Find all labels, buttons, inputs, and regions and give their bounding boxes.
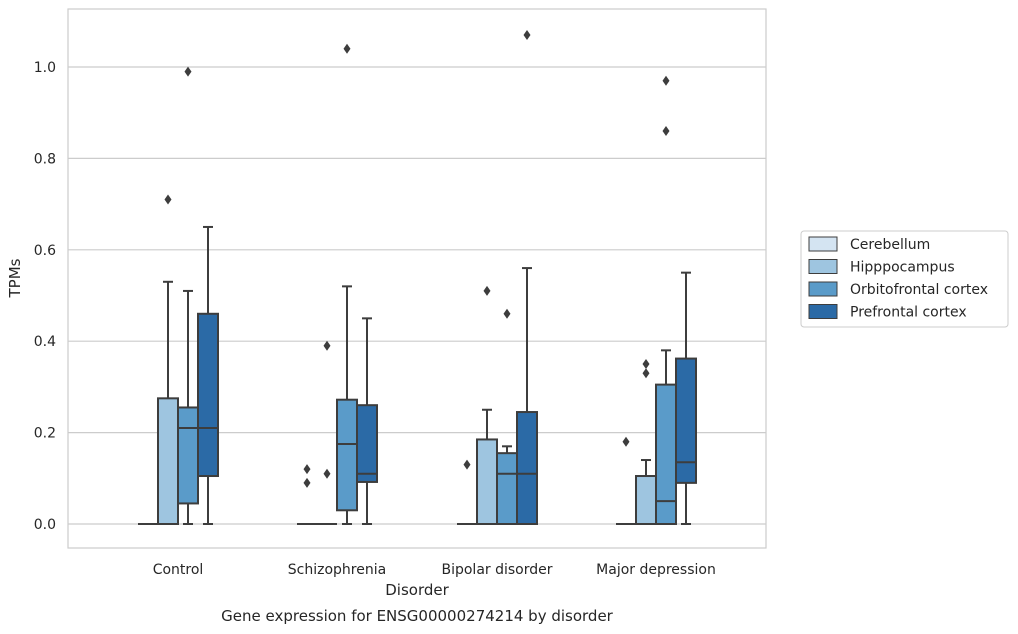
box-iqr xyxy=(197,312,219,478)
box-hipppocampus xyxy=(476,285,498,525)
outlier-point xyxy=(622,436,630,447)
box-hipppocampus xyxy=(317,340,337,525)
legend-swatch xyxy=(808,259,838,274)
y-tick-label: 0.2 xyxy=(34,426,56,442)
box-cerebellum xyxy=(616,436,636,525)
outlier-point xyxy=(662,75,670,86)
box-iqr xyxy=(635,475,657,526)
legend-swatch xyxy=(808,304,838,319)
outlier-point xyxy=(184,66,192,77)
box-prefrontal-cortex xyxy=(197,225,219,525)
y-axis-label: TPMs xyxy=(6,258,24,298)
legend-label: Hipppocampus xyxy=(850,260,955,276)
outlier-point xyxy=(323,468,331,479)
x-axis-label: Disorder xyxy=(385,581,449,599)
outlier-point xyxy=(523,30,531,41)
box-iqr xyxy=(356,404,378,483)
outlier-point xyxy=(343,43,351,54)
outlier-point xyxy=(303,477,311,488)
box-hipppocampus xyxy=(635,359,657,526)
x-tick-label: Bipolar disorder xyxy=(441,562,552,578)
box-cerebellum xyxy=(457,459,477,525)
outlier-point xyxy=(303,464,311,475)
legend-frame xyxy=(800,230,1009,328)
plot-frame xyxy=(67,8,767,549)
outlier-point xyxy=(463,459,471,470)
y-tick-label: 1.0 xyxy=(34,60,56,76)
legend-swatch xyxy=(808,236,838,252)
box-prefrontal-cortex xyxy=(356,317,378,525)
box-prefrontal-cortex xyxy=(675,271,697,525)
box-orbitofrontal-cortex xyxy=(336,43,358,525)
outlier-point xyxy=(483,285,491,296)
y-tick-label: 0.6 xyxy=(34,243,56,259)
box-iqr xyxy=(655,383,677,525)
box-iqr xyxy=(177,406,199,505)
box-prefrontal-cortex xyxy=(516,30,538,525)
outlier-point xyxy=(503,308,511,319)
outlier-point xyxy=(642,368,650,379)
box-orbitofrontal-cortex xyxy=(177,66,199,525)
legend-label: Orbitofrontal cortex xyxy=(850,282,988,298)
legend-label: Cerebellum xyxy=(850,237,930,253)
box-marks xyxy=(138,30,697,526)
y-tick-label: 0.4 xyxy=(34,334,56,350)
x-tick-label: Major depression xyxy=(596,562,716,578)
box-iqr xyxy=(336,398,358,512)
outlier-point xyxy=(662,125,670,136)
x-tick-labels: Control Schizophrenia Bipolar disorder Majo… xyxy=(153,562,716,578)
box-iqr xyxy=(476,438,498,525)
legend-label: Prefrontal cortex xyxy=(850,305,967,321)
box-iqr xyxy=(516,411,538,525)
x-tick-label: Schizophrenia xyxy=(288,562,386,578)
box-iqr xyxy=(157,397,179,526)
legend: Cerebellum Hipppocampus Orbitofrontal cort… xyxy=(800,230,1009,328)
box-iqr xyxy=(496,452,518,526)
outlier-point xyxy=(164,194,172,205)
outlier-point xyxy=(642,359,650,370)
x-tick-label: Control xyxy=(153,562,204,578)
box-cerebellum xyxy=(297,464,317,525)
figure-caption: Gene expression for ENSG00000274214 by d… xyxy=(221,607,614,625)
y-tick-label: 0.0 xyxy=(34,517,56,533)
box-hipppocampus xyxy=(157,194,179,526)
box-orbitofrontal-cortex xyxy=(655,75,677,525)
y-tick-label: 0.8 xyxy=(34,151,56,167)
box-iqr xyxy=(675,357,697,484)
y-tick-labels: 0.0 0.2 0.4 0.6 0.8 1.0 xyxy=(34,60,56,533)
legend-swatch xyxy=(808,281,838,297)
outlier-point xyxy=(323,340,331,351)
